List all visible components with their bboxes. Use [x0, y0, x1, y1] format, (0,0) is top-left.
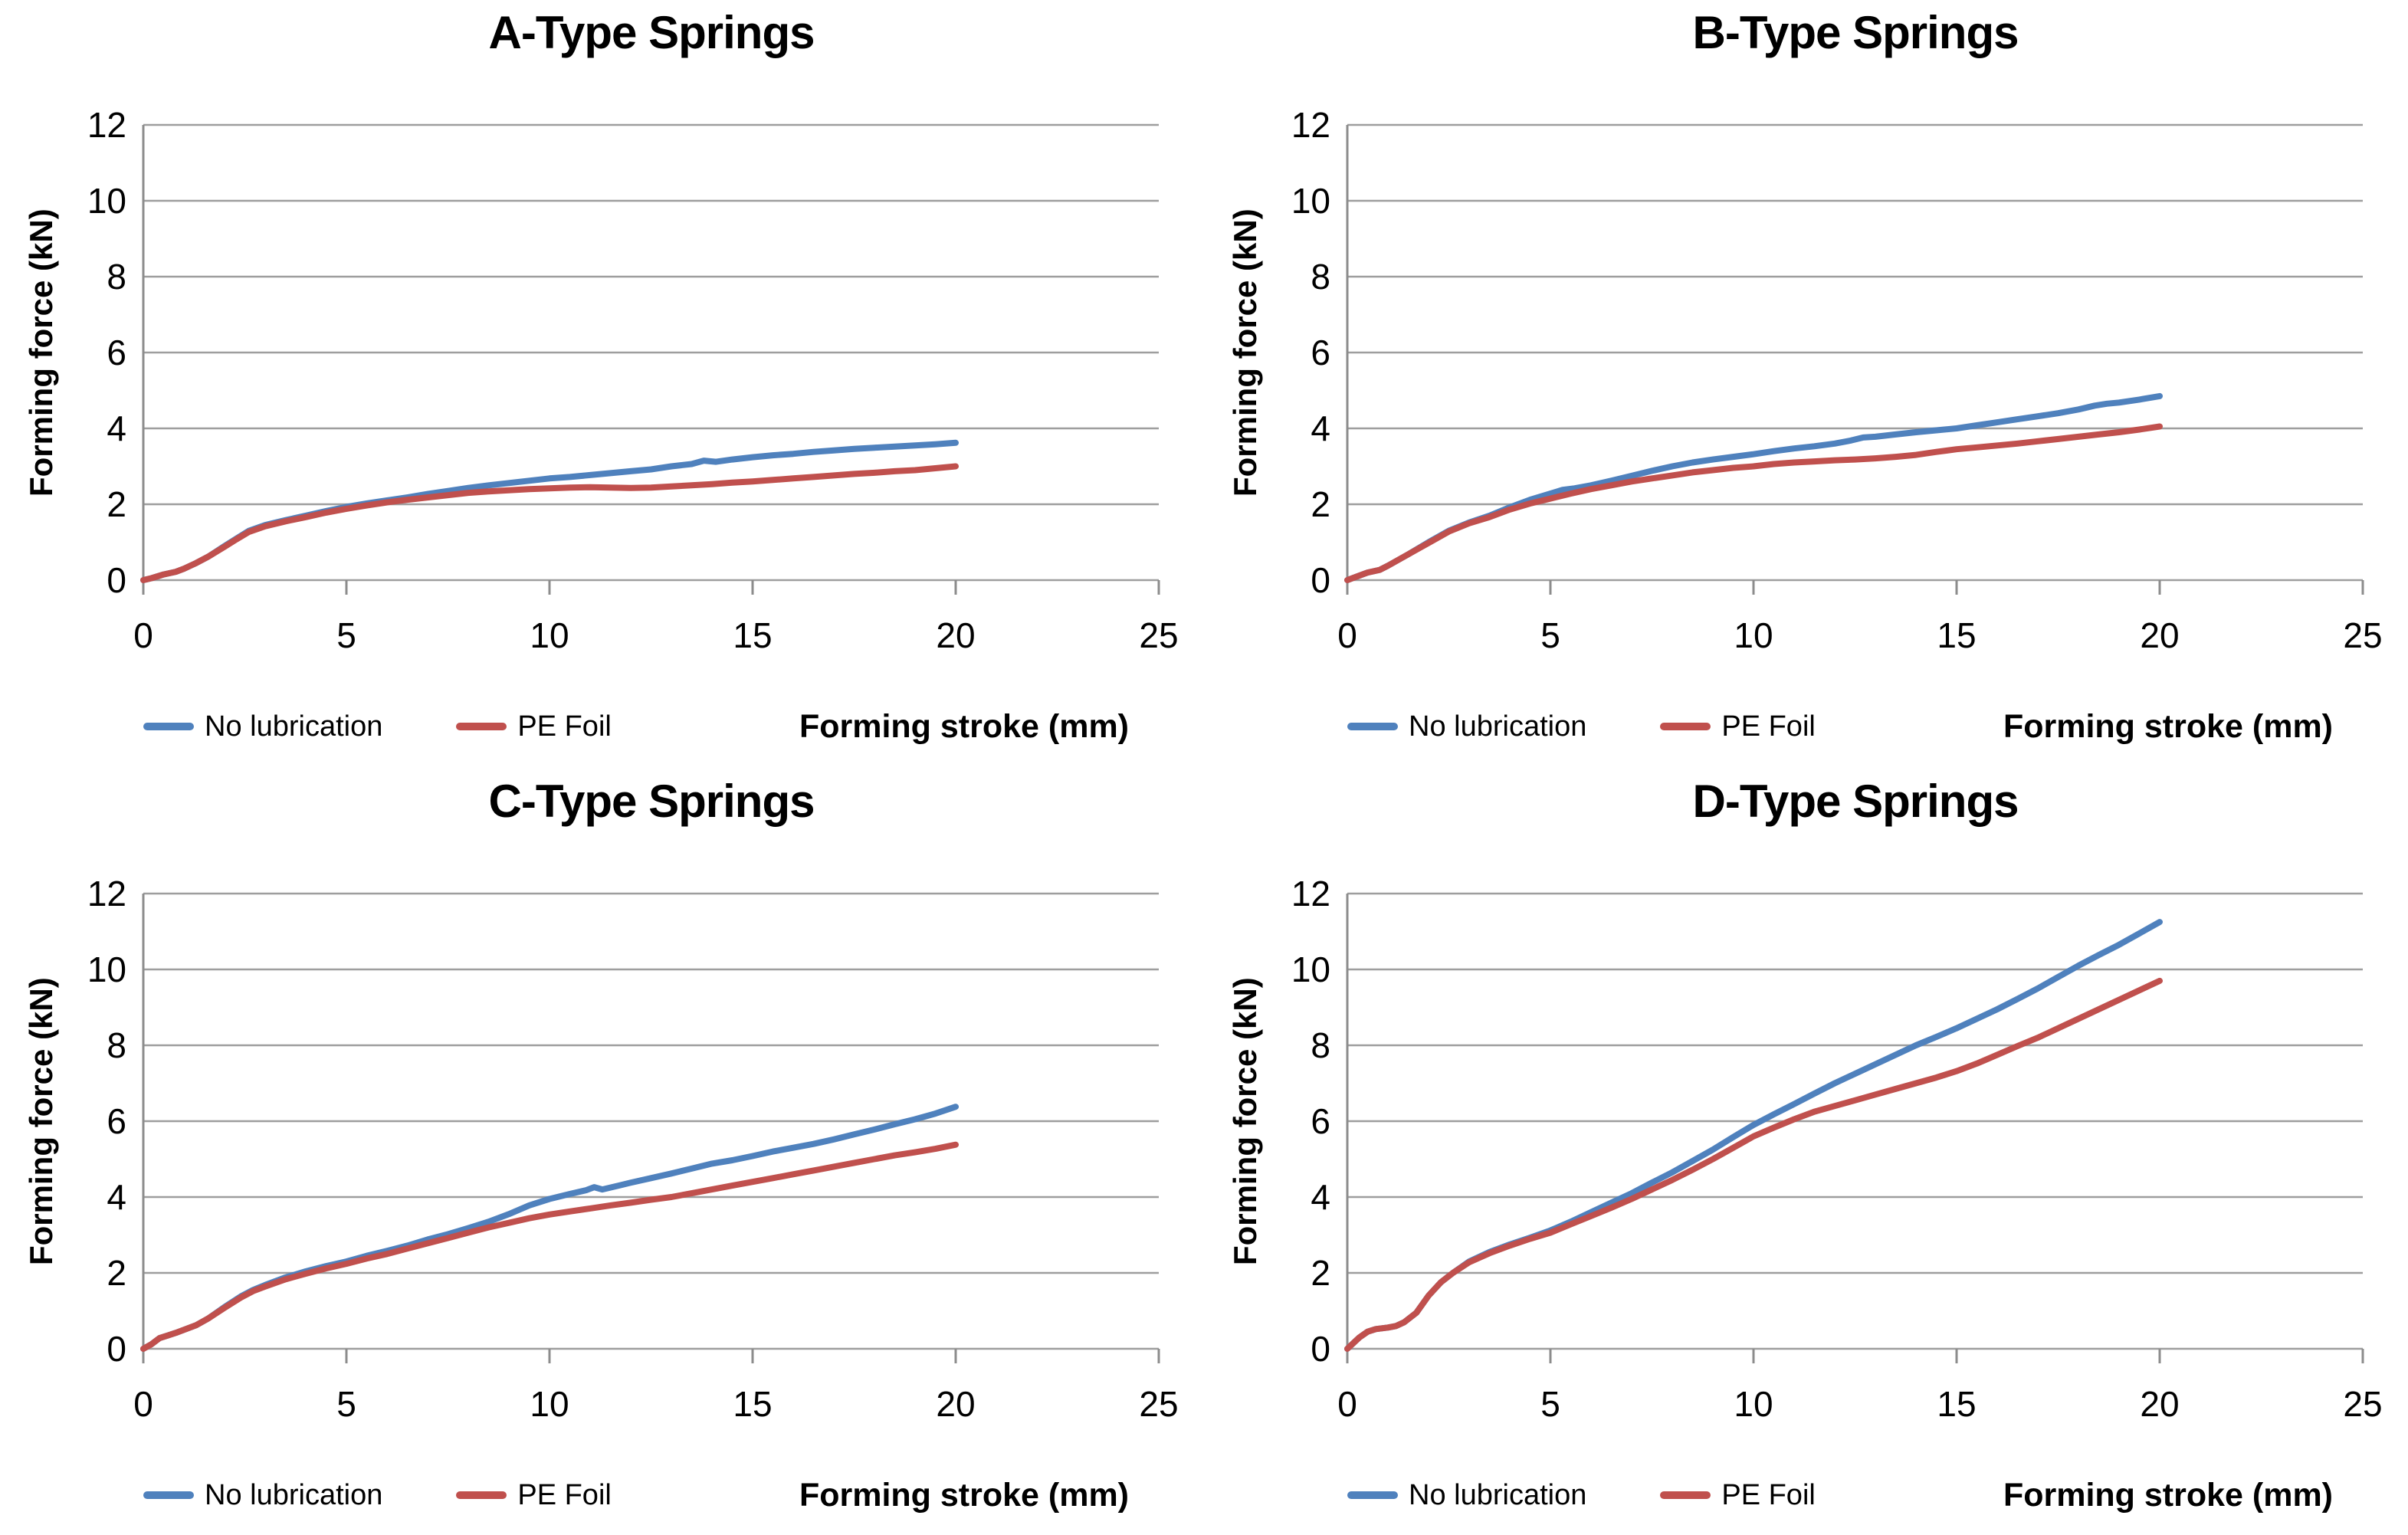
plot-area: 0 2 4 6 8 10 12 0 5 10 15 20 25	[87, 874, 1179, 1424]
legend-label-pe-foil: PE Foil	[1721, 710, 1816, 743]
y-tick-label: 0	[107, 560, 126, 600]
series-line-no-lubrication	[140, 1104, 959, 1352]
y-tick-label: 2	[107, 1253, 126, 1293]
series-line-pe-foil	[1344, 977, 2163, 1352]
series-line-pe-foil	[140, 463, 959, 583]
x-tick-label: 15	[733, 1384, 772, 1424]
legend-swatch-pe-foil	[1660, 723, 1711, 730]
legend-label-no-lubrication: No lubrication	[205, 710, 383, 743]
x-axis-label: Forming stroke (mm)	[799, 707, 1129, 745]
y-tick-label: 8	[1311, 257, 1330, 297]
x-axis-label: Forming stroke (mm)	[799, 1476, 1129, 1514]
x-tick-label: 10	[530, 1384, 569, 1424]
legend-label-pe-foil: PE Foil	[1721, 1478, 1816, 1511]
y-tick-label: 4	[1311, 408, 1330, 448]
x-tick-label: 25	[1139, 615, 1178, 655]
chart-title: D-Type Springs	[1692, 776, 2019, 827]
y-tick-label: 0	[1311, 560, 1330, 600]
legend-swatch-pe-foil	[1660, 1491, 1711, 1499]
x-tick-label: 5	[336, 1384, 356, 1424]
y-tick-label: 4	[107, 1177, 126, 1217]
series-line-pe-foil	[1344, 423, 2163, 583]
y-tick-label: 6	[107, 1101, 126, 1141]
legend: No lubrication PE Foil Forming stroke (m…	[143, 699, 1160, 754]
y-tick-label: 10	[87, 950, 126, 989]
y-tick-label: 12	[87, 874, 126, 913]
x-tick-label: 15	[1937, 1384, 1976, 1424]
series-line-no-lubrication	[1344, 392, 2163, 583]
legend: No lubrication PE Foil Forming stroke (m…	[1347, 1468, 2364, 1523]
x-axis-label: Forming stroke (mm)	[2003, 1476, 2333, 1514]
x-tick-label: 20	[936, 615, 975, 655]
y-tick-label: 8	[107, 257, 126, 297]
y-tick-label: 10	[87, 181, 126, 221]
y-tick-label: 8	[1311, 1025, 1330, 1065]
x-tick-label: 15	[1937, 615, 1976, 655]
x-axis-label: Forming stroke (mm)	[2003, 707, 2333, 745]
series-line-pe-foil	[140, 1141, 959, 1352]
x-tick-label: 5	[1540, 615, 1560, 655]
y-tick-label: 8	[107, 1025, 126, 1065]
legend: No lubrication PE Foil Forming stroke (m…	[1347, 699, 2364, 754]
y-tick-label: 0	[1311, 1329, 1330, 1369]
chart-title: C-Type Springs	[488, 776, 815, 827]
x-tick-label: 25	[2343, 615, 2382, 655]
plot-area: 0 2 4 6 8 10 12 0 5 10 15 20 25	[1291, 105, 2383, 655]
x-tick-label: 5	[1540, 1384, 1560, 1424]
y-tick-label: 2	[107, 484, 126, 524]
y-tick-label: 6	[107, 333, 126, 372]
plot-area: 0 2 4 6 8 10 12 0 5 10 15 20 25	[87, 105, 1179, 655]
y-tick-label: 0	[107, 1329, 126, 1369]
legend-label-no-lubrication: No lubrication	[1409, 710, 1587, 743]
x-tick-label: 0	[133, 615, 153, 655]
legend-label-no-lubrication: No lubrication	[205, 1478, 383, 1511]
x-tick-label: 25	[1139, 1384, 1178, 1424]
x-tick-label: 20	[2140, 615, 2179, 655]
y-tick-label: 2	[1311, 484, 1330, 524]
y-tick-label: 6	[1311, 1101, 1330, 1141]
y-tick-label: 10	[1291, 950, 1330, 989]
legend-swatch-pe-foil	[456, 723, 507, 730]
legend-swatch-no-lubrication	[1347, 1491, 1398, 1499]
legend-swatch-pe-foil	[456, 1491, 507, 1499]
plot-area: 0 2 4 6 8 10 12 0 5 10 15 20 25	[1291, 874, 2383, 1424]
y-tick-label: 4	[107, 408, 126, 448]
x-tick-label: 10	[1734, 615, 1773, 655]
chart-title: A-Type Springs	[488, 7, 815, 58]
legend: No lubrication PE Foil Forming stroke (m…	[143, 1468, 1160, 1523]
x-tick-label: 10	[530, 615, 569, 655]
y-tick-label: 12	[87, 105, 126, 145]
y-tick-label: 6	[1311, 333, 1330, 372]
legend-swatch-no-lubrication	[1347, 723, 1398, 730]
legend-label-pe-foil: PE Foil	[517, 710, 612, 743]
x-tick-label: 20	[936, 1384, 975, 1424]
y-tick-label: 10	[1291, 181, 1330, 221]
x-tick-label: 10	[1734, 1384, 1773, 1424]
legend-label-no-lubrication: No lubrication	[1409, 1478, 1587, 1511]
y-tick-label: 2	[1311, 1253, 1330, 1293]
x-tick-label: 0	[133, 1384, 153, 1424]
legend-swatch-no-lubrication	[143, 723, 194, 730]
x-tick-label: 15	[733, 615, 772, 655]
x-tick-label: 5	[336, 615, 356, 655]
y-tick-label: 12	[1291, 105, 1330, 145]
series-line-no-lubrication	[140, 439, 959, 583]
x-tick-label: 20	[2140, 1384, 2179, 1424]
y-tick-label: 4	[1311, 1177, 1330, 1217]
legend-swatch-no-lubrication	[143, 1491, 194, 1499]
x-tick-label: 0	[1337, 615, 1357, 655]
x-tick-label: 0	[1337, 1384, 1357, 1424]
chart-title: B-Type Springs	[1692, 7, 2019, 58]
y-tick-label: 12	[1291, 874, 1330, 913]
x-tick-label: 25	[2343, 1384, 2382, 1424]
legend-label-pe-foil: PE Foil	[517, 1478, 612, 1511]
